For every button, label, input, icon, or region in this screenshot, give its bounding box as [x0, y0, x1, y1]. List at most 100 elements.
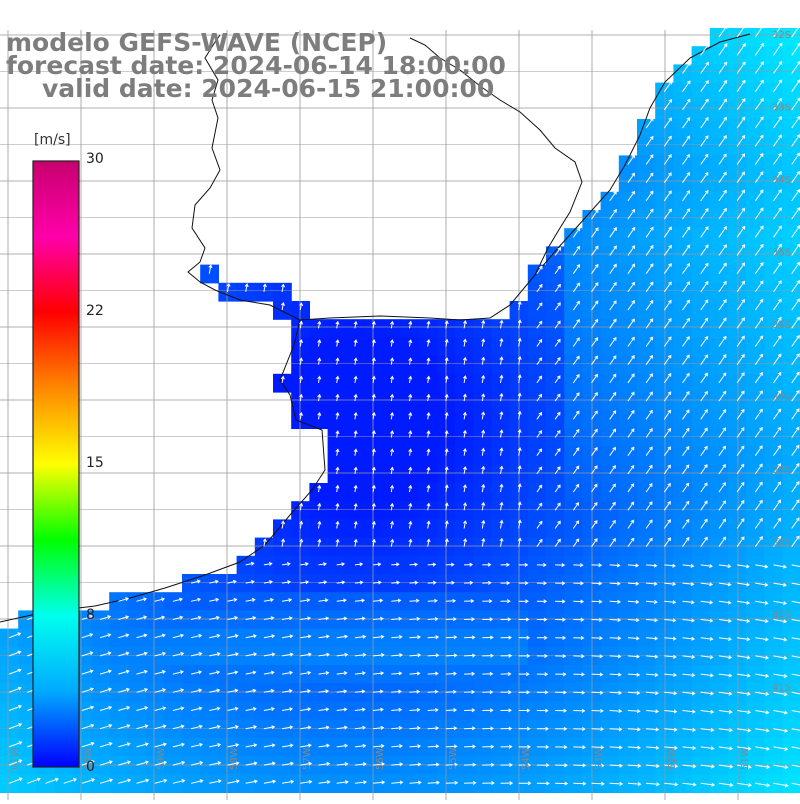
speed-cell [328, 392, 347, 411]
lon-label: 52W [667, 747, 678, 770]
speed-cell [673, 155, 692, 174]
speed-cell [710, 374, 729, 393]
speed-cell [346, 374, 365, 393]
speed-cell [746, 465, 765, 484]
speed-cell [764, 119, 783, 138]
speed-cell [710, 465, 729, 484]
speed-cell [764, 374, 783, 393]
speed-cell [783, 137, 800, 156]
speed-cell [673, 119, 692, 138]
speed-cell [673, 319, 692, 338]
speed-cell [692, 64, 711, 83]
speed-cell [764, 410, 783, 429]
colorbar-units: [m/s] [34, 132, 71, 148]
speed-cell [400, 374, 419, 393]
speed-cell [564, 447, 583, 466]
speed-cell [637, 155, 656, 174]
lat-label: 37S [772, 393, 791, 404]
speed-cell [546, 410, 565, 429]
speed-cell [528, 465, 547, 484]
speed-cell [601, 392, 620, 411]
speed-cell [637, 374, 656, 393]
speed-cell [601, 228, 620, 247]
lon-label: 57W [302, 747, 313, 770]
speed-cell [619, 538, 638, 557]
speed-cell [637, 465, 656, 484]
speed-cell [546, 356, 565, 375]
speed-cell [710, 228, 729, 247]
speed-cell [291, 374, 310, 393]
speed-cell [564, 428, 583, 447]
speed-cell [710, 301, 729, 320]
speed-cell [692, 83, 711, 102]
lon-label: 53W [594, 747, 605, 770]
speed-cell [346, 410, 365, 429]
speed-cell [601, 447, 620, 466]
speed-cell [728, 283, 747, 302]
speed-cell [382, 465, 401, 484]
speed-cell [783, 501, 800, 520]
speed-cell [746, 283, 765, 302]
speed-cell [619, 246, 638, 265]
wind-arrow [592, 620, 602, 621]
speed-cell [710, 519, 729, 538]
speed-cell [637, 519, 656, 538]
speed-cell [746, 356, 765, 375]
colorbar-tick: 0 [86, 759, 95, 775]
speed-cell [546, 283, 565, 302]
speed-cell [764, 428, 783, 447]
wind-arrow [464, 765, 475, 766]
speed-cell [528, 356, 547, 375]
speed-cell [673, 337, 692, 356]
speed-cell [783, 665, 800, 684]
speed-cell [783, 64, 800, 83]
speed-cell [746, 410, 765, 429]
speed-cell [746, 538, 765, 557]
speed-cell [546, 519, 565, 538]
lon-label: 51W [740, 747, 751, 770]
lon-label: 54W [521, 747, 532, 770]
speed-cell [692, 410, 711, 429]
speed-cell [309, 356, 328, 375]
speed-cell [783, 228, 800, 247]
speed-cell [546, 501, 565, 520]
speed-cell [637, 428, 656, 447]
speed-cell [564, 392, 583, 411]
wind-arrow [592, 583, 602, 584]
speed-cell [601, 210, 620, 229]
speed-cell [692, 192, 711, 211]
speed-cell [783, 483, 800, 502]
speed-cell [673, 374, 692, 393]
speed-cell [692, 155, 711, 174]
speed-cell [783, 356, 800, 375]
speed-cell [746, 301, 765, 320]
speed-cell [528, 428, 547, 447]
wind-arrow [592, 674, 603, 675]
speed-cell [673, 64, 692, 83]
speed-cell [346, 501, 365, 520]
speed-cell [764, 447, 783, 466]
speed-cell [783, 265, 800, 284]
speed-cell [619, 392, 638, 411]
speed-cell [710, 447, 729, 466]
speed-cell [746, 337, 765, 356]
speed-cell [710, 428, 729, 447]
speed-cell [546, 374, 565, 393]
speed-cell [400, 428, 419, 447]
speed-cell [764, 356, 783, 375]
speed-cell [637, 137, 656, 156]
speed-cell [728, 538, 747, 557]
wind-arrow [446, 746, 457, 747]
colorbar-tick: 15 [86, 455, 104, 471]
speed-cell [710, 137, 729, 156]
speed-cell [419, 465, 438, 484]
lon-label: 55W [448, 747, 459, 770]
speed-cell [528, 538, 547, 557]
speed-cell [601, 483, 620, 502]
wind-arrow [592, 601, 602, 602]
speed-cell [764, 483, 783, 502]
speed-cell [419, 410, 438, 429]
speed-cell [783, 738, 800, 757]
speed-cell [564, 483, 583, 502]
